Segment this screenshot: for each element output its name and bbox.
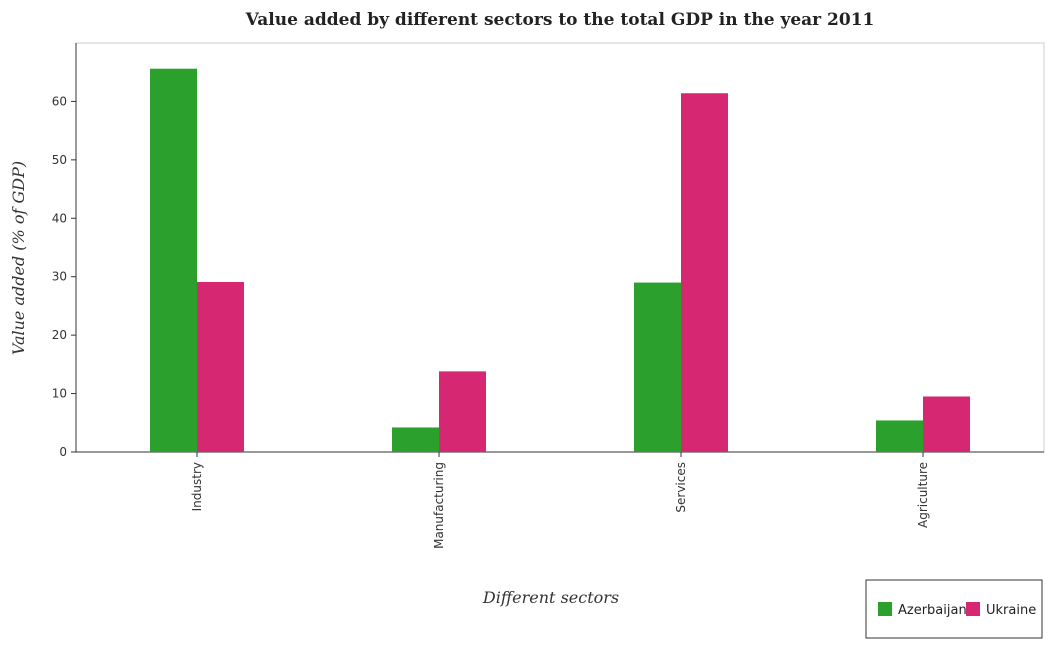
y-tick-label: 50 — [52, 153, 67, 167]
bars — [150, 68, 970, 453]
x-axis-label: Different sectors — [482, 588, 619, 607]
y-tick-label: 40 — [52, 211, 67, 225]
y-tick-label: 30 — [52, 270, 67, 284]
legend-swatch-ukraine — [966, 602, 980, 616]
bar-azerbaijan-industry — [150, 68, 197, 453]
x-tick-label: Manufacturing — [432, 462, 446, 549]
legend: Azerbaijan Ukraine — [865, 579, 1043, 639]
chart-title: Value added by different sectors to the … — [245, 10, 875, 30]
legend-box — [865, 579, 1043, 639]
bar-ukraine-industry — [197, 281, 244, 452]
bar-ukraine-services — [681, 93, 728, 453]
x-tick-label: Agriculture — [916, 462, 930, 528]
y-tick-label: 20 — [52, 328, 67, 342]
legend-label-azerbaijan: Azerbaijan — [898, 603, 967, 618]
y-tick-label: 60 — [52, 94, 67, 108]
bar-azerbaijan-manufacturing — [392, 427, 439, 452]
bar-azerbaijan-agriculture — [876, 420, 923, 452]
y-tick-label: 0 — [59, 445, 67, 459]
y-axis: 0 10 20 30 40 50 60 — [52, 94, 76, 459]
bar-ukraine-manufacturing — [439, 371, 486, 452]
x-tick-label: Services — [674, 462, 688, 513]
x-tick-label: Industry — [190, 462, 204, 511]
legend-swatch-azerbaijan — [878, 602, 892, 616]
y-tick-label: 10 — [52, 387, 67, 401]
legend-label-ukraine: Ukraine — [986, 603, 1036, 618]
y-axis-label: Value added (% of GDP) — [9, 161, 28, 355]
bar-azerbaijan-services — [634, 282, 681, 452]
bar-ukraine-agriculture — [923, 396, 970, 452]
x-axis: Industry Manufacturing Services Agriculture — [190, 452, 930, 549]
